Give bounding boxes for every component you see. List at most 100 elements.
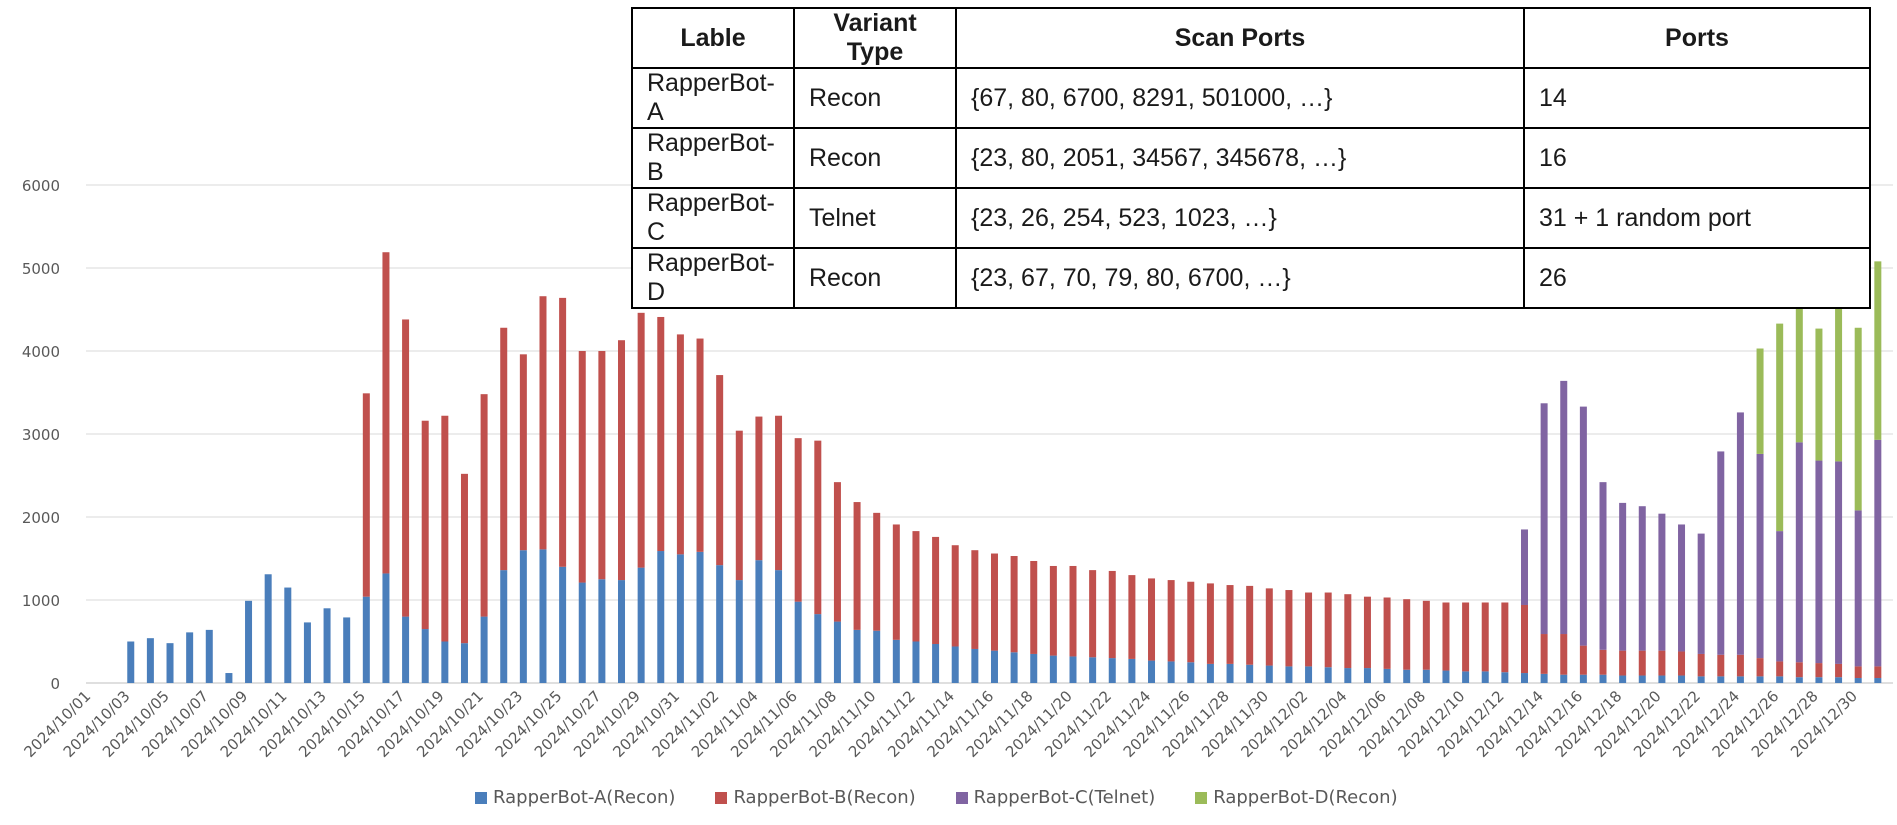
bar-segment-c [1658, 513, 1666, 651]
bar-segment-a [794, 601, 802, 683]
table-row: RapperBot-C Telnet {23, 26, 254, 523, 10… [631, 187, 1871, 249]
legend-label-a: RapperBot-A(Recon) [493, 787, 676, 808]
bar-segment-b [676, 334, 684, 555]
bar-segment-b [519, 354, 527, 551]
bar-segment-a [343, 617, 351, 683]
bar-segment-d [1854, 327, 1862, 511]
bar-segment-b [735, 430, 743, 581]
legend-swatch-c [955, 791, 968, 804]
bar-segment-a [735, 580, 743, 683]
bar-segment-a [284, 587, 292, 683]
bar-segment-b [814, 440, 822, 615]
bar-segment-a [186, 632, 194, 683]
cell-label: RapperBot-B [631, 127, 795, 189]
bar-segment-a [637, 567, 645, 683]
bar-segment-a [1835, 677, 1843, 683]
bar-segment-a [1717, 676, 1725, 683]
bar-segment-b [1089, 570, 1097, 658]
bar-segment-d [1815, 328, 1823, 461]
bar-segment-b [1776, 661, 1784, 677]
cell-scan-ports: {23, 67, 70, 79, 80, 6700, …} [955, 247, 1525, 309]
legend-item-c: RapperBot-C(Telnet) [955, 787, 1156, 808]
bar-segment-a [598, 579, 606, 683]
table-row: RapperBot-B Recon {23, 80, 2051, 34567, … [631, 127, 1871, 189]
bar-segment-a [1619, 675, 1627, 683]
bar-segment-a [578, 582, 586, 683]
bar-segment-b [971, 550, 979, 649]
bar-segment-c [1638, 506, 1646, 651]
bar-segment-a [127, 641, 135, 683]
bar-segment-b [1069, 565, 1077, 657]
y-tick-label: 0 [50, 675, 60, 693]
bar-segment-a [460, 643, 468, 683]
bar-segment-a [1167, 661, 1175, 683]
bar-segment-c [1835, 461, 1843, 664]
header-label: Lable [631, 7, 795, 69]
bar-segment-b [1226, 585, 1234, 664]
bar-segment-b [1658, 650, 1666, 676]
bar-segment-a [775, 570, 783, 683]
bar-segment-b [794, 438, 802, 602]
legend-item-d: RapperBot-D(Recon) [1195, 787, 1398, 808]
bar-segment-a [264, 574, 272, 683]
bar-segment-a [1305, 666, 1313, 683]
bar-segment-a [1187, 662, 1195, 683]
header-variant-type: Variant Type [793, 7, 957, 69]
bar-segment-a [1226, 663, 1234, 683]
bar-segment-a [892, 639, 900, 683]
bar-segment-c [1540, 403, 1548, 635]
bar-segment-b [1265, 588, 1273, 666]
bar-segment-a [1756, 676, 1764, 683]
cell-label: RapperBot-D [631, 247, 795, 309]
table-row: RapperBot-A Recon {67, 80, 6700, 8291, 5… [631, 67, 1871, 129]
bar-segment-b [1383, 597, 1391, 669]
cell-label: RapperBot-C [631, 187, 795, 249]
bars [127, 252, 1882, 683]
cell-scan-ports: {67, 80, 6700, 8291, 501000, …} [955, 67, 1525, 129]
bar-segment-a [421, 629, 429, 683]
bar-segment-c [1756, 453, 1764, 659]
bar-segment-b [696, 338, 704, 552]
bar-segment-b [362, 393, 370, 597]
bar-segment-c [1619, 502, 1627, 651]
bar-segment-b [833, 482, 841, 622]
bar-segment-a [1815, 677, 1823, 683]
bar-segment-b [1678, 651, 1686, 676]
cell-ports: 31 + 1 random port [1523, 187, 1871, 249]
bar-segment-a [1108, 658, 1116, 683]
bar-segment-b [1697, 653, 1705, 677]
table-row: RapperBot-D Recon {23, 67, 70, 79, 80, 6… [631, 247, 1871, 309]
bar-segment-a [932, 643, 940, 683]
bar-segment-c [1520, 529, 1528, 605]
bar-segment-a [1638, 675, 1646, 683]
bar-segment-a [1069, 656, 1077, 683]
bar-segment-a [971, 648, 979, 683]
bar-segment-b [480, 394, 488, 617]
bar-segment-a [1658, 675, 1666, 683]
variant-table: Lable Variant Type Scan Ports Ports Rapp… [631, 7, 1871, 309]
legend-item-b: RapperBot-B(Recon) [715, 787, 916, 808]
bar-segment-a [382, 573, 390, 683]
bar-segment-b [1638, 650, 1646, 676]
y-tick-label: 1000 [22, 592, 60, 610]
bar-segment-a [205, 629, 213, 683]
bar-segment-a [814, 614, 822, 683]
bar-segment-b [1403, 599, 1411, 670]
bar-segment-a [480, 616, 488, 683]
bar-segment-b [1462, 602, 1470, 672]
cell-variant-type: Recon [793, 127, 957, 189]
bar-segment-b [1815, 663, 1823, 678]
bar-segment-a [1462, 671, 1470, 683]
bar-segment-d [1835, 270, 1843, 462]
bar-segment-a [951, 646, 959, 683]
bar-segment-c [1776, 531, 1784, 662]
bar-segment-b [598, 351, 606, 580]
legend-label-c: RapperBot-C(Telnet) [973, 787, 1156, 808]
bar-segment-b [873, 512, 881, 631]
bar-segment-b [1324, 592, 1332, 668]
bar-segment-a [1697, 676, 1705, 683]
bar-segment-b [1206, 583, 1214, 664]
bar-segment-a [539, 549, 547, 683]
bar-segment-b [1344, 594, 1352, 669]
y-tick-label: 3000 [22, 426, 60, 444]
